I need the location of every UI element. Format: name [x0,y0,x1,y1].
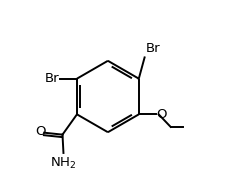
Text: O: O [157,108,167,121]
Text: Br: Br [146,42,160,55]
Text: Br: Br [44,72,59,85]
Text: O: O [35,125,46,138]
Text: NH$_2$: NH$_2$ [50,156,77,171]
